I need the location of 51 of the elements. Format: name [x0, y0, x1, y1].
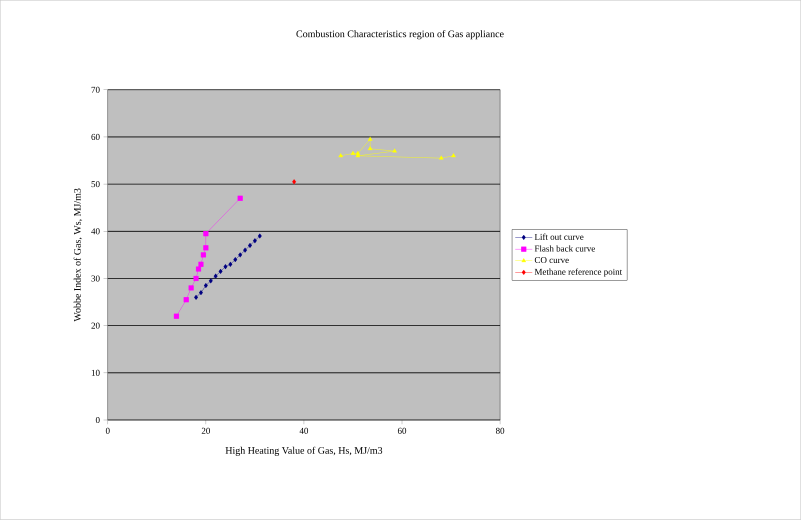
point: [392, 148, 397, 153]
legend-label: Methane reference point: [534, 268, 622, 277]
point: [193, 276, 199, 282]
point: [258, 234, 262, 239]
y-tick-label: 0: [96, 417, 100, 424]
y-tick-label: 40: [91, 228, 100, 234]
point: [228, 262, 232, 268]
point: [338, 153, 343, 158]
point: [208, 278, 213, 284]
point: [223, 264, 228, 270]
legend-label: Lift out curve: [534, 234, 584, 240]
point: [196, 266, 202, 272]
y-tick-label: 30: [91, 276, 100, 282]
point: [198, 262, 204, 268]
legend-label: CO curve: [534, 257, 569, 264]
point: [184, 297, 189, 302]
point: [233, 257, 238, 262]
point: [451, 153, 456, 158]
x-tick-label: 60: [398, 428, 406, 434]
y-tick-label: 50: [92, 181, 100, 188]
point: [203, 231, 208, 236]
point: [438, 156, 444, 160]
y-tick-label: 60: [91, 134, 100, 140]
point: [188, 285, 194, 291]
x-tick-label: 40: [300, 428, 308, 434]
y-tick-label: 70: [92, 86, 100, 93]
point: [238, 252, 242, 258]
point: [368, 136, 372, 141]
point: [238, 196, 243, 201]
point: [174, 314, 180, 319]
point: [218, 268, 223, 274]
y-tick-label: 20: [91, 322, 100, 329]
chart-title: Combustion Characteristics region of Gas appliance: [296, 30, 504, 40]
x-tick-label: 20: [202, 428, 210, 434]
point: [292, 179, 296, 184]
point: [194, 294, 198, 300]
point: [198, 290, 203, 296]
point: [203, 245, 208, 251]
x-tick-label: 0: [106, 428, 110, 434]
y-axis-title: Wobbe Index of Gas, Ws, MJ/m3: [74, 188, 82, 322]
x-tick-label: 80: [496, 428, 504, 434]
point: [368, 146, 372, 150]
point: [350, 150, 356, 155]
point: [243, 248, 248, 253]
point: [252, 238, 257, 244]
y-tick-label: 10: [92, 370, 100, 376]
point: [204, 283, 208, 288]
legend-label: Flash back curve: [534, 245, 595, 252]
point: [200, 252, 206, 258]
x-axis-title: High Heating Value of Gas, Hs, MJ/m3: [226, 446, 382, 456]
point: [214, 274, 218, 279]
